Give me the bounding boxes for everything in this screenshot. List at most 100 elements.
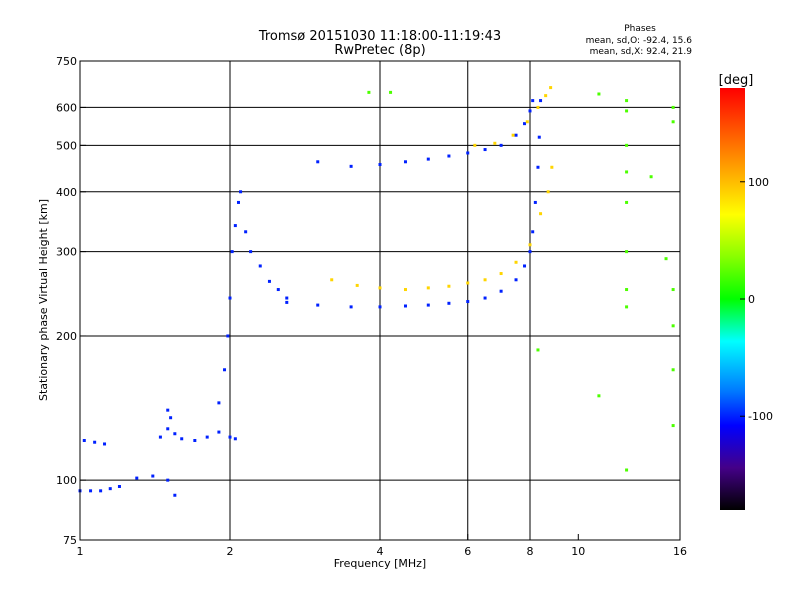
echo-point [466, 281, 470, 285]
echo-point [466, 151, 470, 155]
echo-point [223, 368, 227, 372]
echo-point [108, 487, 112, 491]
echo-point [447, 301, 451, 305]
echo-point [378, 305, 382, 309]
echo-point [285, 300, 289, 304]
echo-point [99, 489, 103, 493]
colorbar-tick-label: -100 [748, 410, 773, 423]
echo-point [244, 230, 248, 234]
y-tick-label: 750 [56, 55, 77, 68]
colorbar-label: [deg] [719, 73, 754, 88]
echo-point [228, 296, 232, 300]
echo-point [546, 190, 550, 194]
echo-point [664, 257, 668, 261]
echo-point [285, 296, 289, 300]
echo-point [166, 427, 170, 431]
echo-point [533, 200, 537, 204]
echo-point [93, 440, 97, 444]
echo-point [158, 435, 162, 439]
echo-point [355, 283, 359, 287]
echo-point [117, 484, 121, 488]
chart-title: Tromsø 20151030 11:18:00-11:19:43 [258, 29, 501, 44]
echo-point [528, 250, 532, 254]
colorbar-tick-label: 100 [748, 176, 769, 189]
echo-point [426, 157, 430, 161]
echo-point [625, 170, 629, 174]
echo-point [378, 163, 382, 167]
x-tick-label: 6 [464, 545, 471, 558]
echo-point [349, 305, 353, 309]
echo-point [217, 430, 221, 434]
echo-point [514, 133, 518, 137]
echo-point [514, 260, 518, 264]
echo-point [671, 105, 675, 109]
echo-point [447, 154, 451, 158]
echo-point [649, 175, 653, 179]
chart-subtitle: RwPretec (8p) [334, 43, 425, 58]
echo-point [276, 288, 280, 292]
echo-point [536, 165, 540, 169]
echo-point [597, 394, 601, 398]
echo-point [483, 296, 487, 300]
echo-point [550, 165, 554, 169]
echo-point [217, 401, 221, 405]
echo-points [78, 86, 675, 497]
echo-point [531, 230, 535, 234]
echo-point [625, 250, 629, 254]
y-tick-label: 300 [56, 246, 77, 259]
echo-point [549, 86, 553, 90]
echo-point [180, 437, 184, 441]
echo-point [447, 284, 451, 288]
y-tick-label: 75 [63, 534, 77, 547]
echo-point [316, 303, 320, 307]
echo-point [426, 303, 430, 307]
phase-legend-o: mean, sd,O: -92.4, 15.6 [586, 36, 693, 46]
echo-point [169, 416, 173, 420]
echo-point [403, 288, 407, 292]
echo-point [483, 148, 487, 152]
echo-point [625, 143, 629, 147]
y-tick-label: 600 [56, 101, 77, 114]
echo-point [228, 435, 232, 439]
echo-point [528, 109, 532, 113]
echo-point [316, 160, 320, 164]
echo-point [330, 278, 334, 282]
echo-point [499, 272, 503, 276]
x-tick-label: 1 [77, 545, 84, 558]
echo-point [625, 200, 629, 204]
echo-point [151, 474, 155, 478]
echo-point [511, 133, 515, 137]
x-tick-label: 16 [673, 545, 687, 558]
echo-point [625, 305, 629, 309]
echo-point [671, 120, 675, 124]
gridlines [80, 61, 680, 540]
echo-point [539, 99, 543, 103]
echo-point [258, 264, 262, 268]
echo-point [514, 278, 518, 282]
x-tick-label: 10 [571, 545, 585, 558]
x-tick-label: 2 [227, 545, 234, 558]
x-tick-label: 4 [377, 545, 384, 558]
echo-point [528, 243, 532, 247]
echo-point [597, 92, 601, 96]
y-axis-label: Stationary phase Virtual Height [km] [37, 199, 50, 401]
echo-point [403, 304, 407, 308]
echo-point [226, 334, 230, 338]
echo-point [473, 143, 477, 147]
echo-point [671, 288, 675, 292]
echo-point [525, 120, 529, 124]
x-tick-label: 8 [527, 545, 534, 558]
echo-point [523, 264, 527, 268]
echo-point [230, 250, 234, 254]
echo-point [544, 94, 548, 98]
echo-point [367, 90, 371, 94]
echo-point [233, 437, 237, 441]
x-axis-label: Frequency [MHz] [334, 557, 426, 570]
y-tick-label: 100 [56, 474, 77, 487]
echo-point [671, 424, 675, 428]
y-tick-label: 500 [56, 139, 77, 152]
echo-point [536, 348, 540, 352]
echo-point [349, 164, 353, 168]
echo-point [625, 109, 629, 113]
